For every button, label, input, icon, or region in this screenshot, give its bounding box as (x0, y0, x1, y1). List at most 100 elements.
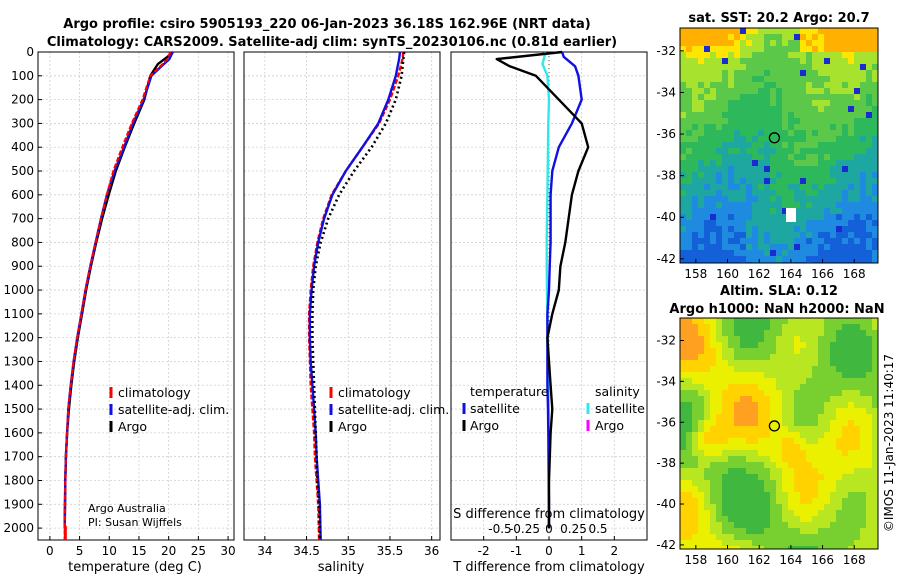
axes-frame (243, 51, 441, 541)
sst-cell (692, 190, 699, 197)
sla-cell (716, 324, 723, 331)
sst-cell (746, 250, 753, 257)
sla-cell (770, 486, 777, 493)
sla-cell (848, 444, 855, 451)
sla-cell (806, 336, 813, 343)
sst-cell (692, 118, 699, 125)
sla-cell (824, 378, 831, 385)
sst-cell (734, 154, 741, 161)
sst-cell (830, 244, 837, 251)
sla-cell (872, 474, 878, 481)
sla-cell (782, 336, 789, 343)
sla-cell (860, 330, 867, 337)
sst-cell (752, 256, 759, 263)
sla-cell (794, 498, 801, 505)
sla-cell (698, 426, 705, 433)
sla-cell (704, 402, 711, 409)
sla-cell (770, 474, 777, 481)
sla-cell (842, 510, 849, 517)
sla-cell (848, 324, 855, 331)
sla-cell (710, 324, 717, 331)
sla-cell (806, 492, 813, 499)
series-argo-salinity (311, 51, 406, 541)
sst-cell (836, 238, 843, 245)
sst-cell (746, 256, 753, 263)
sst-cell (872, 76, 878, 83)
sst-cell (704, 196, 711, 203)
sst-cell (686, 160, 693, 167)
sst-cell (818, 106, 825, 113)
sst-cell (686, 190, 693, 197)
sst-cell (680, 196, 687, 203)
series-climatology-salinity (307, 51, 405, 541)
sla-cell (686, 480, 693, 487)
sla-cell (746, 540, 753, 547)
sla-cell (812, 486, 819, 493)
sst-cell (716, 196, 723, 203)
sla-cell (782, 426, 789, 433)
xtick-label: 0 (545, 544, 553, 558)
sla-cell (758, 384, 765, 391)
sla-cell (812, 450, 819, 457)
sla-cell (788, 360, 795, 367)
sla-cell (788, 486, 795, 493)
sst-cell (734, 76, 741, 83)
sla-cell (800, 468, 807, 475)
sst-cell (728, 112, 735, 119)
sla-cell (830, 504, 837, 511)
sla-cell (848, 528, 855, 535)
sst-cell (740, 82, 747, 89)
sst-cell (812, 112, 819, 119)
sst-cell (686, 202, 693, 209)
sla-cell (854, 414, 861, 421)
sst-cell (704, 142, 711, 149)
sst-cell (848, 220, 855, 227)
sst-cell (812, 64, 819, 71)
sla-cell (788, 426, 795, 433)
sst-cell (740, 172, 747, 179)
sla-cell (860, 504, 867, 511)
sla-cell (716, 378, 723, 385)
sst-cell (866, 226, 873, 233)
sst-cell (758, 76, 765, 83)
sst-cell (842, 34, 849, 41)
sst-cell (770, 118, 777, 125)
sla-cell (734, 348, 741, 355)
sla-cell (776, 342, 783, 349)
sst-cell (782, 202, 789, 209)
sst-cell (698, 82, 705, 89)
sst-cell (722, 106, 729, 113)
sst-cell (728, 136, 735, 143)
sst-cell (734, 172, 741, 179)
sla-cell (764, 480, 771, 487)
sla-cell (782, 498, 789, 505)
sst-cell (716, 76, 723, 83)
temperature-xlabel: temperature (deg C) (68, 560, 202, 575)
sst-cell (722, 256, 729, 263)
sst-cell (770, 142, 777, 149)
sst-cell (836, 100, 843, 107)
sla-cell (734, 438, 741, 445)
sst-cell (866, 208, 873, 215)
sst-cell (806, 106, 813, 113)
sst-cell (686, 58, 693, 65)
legend-label-s-argo: Argo (595, 418, 624, 433)
sst-cell (710, 202, 717, 209)
sst-cell (824, 106, 831, 113)
sla-cell (776, 384, 783, 391)
sst-cell (692, 214, 699, 221)
sst-cell (704, 220, 711, 227)
sla-cell (722, 510, 729, 517)
sst-cell (782, 214, 789, 221)
sst-cell (698, 244, 705, 251)
sla-cell (854, 342, 861, 349)
sla-cell (704, 336, 711, 343)
sla-cell (686, 384, 693, 391)
sst-cell (746, 208, 753, 215)
sst-cell (800, 238, 807, 245)
sst-cell (740, 118, 747, 125)
sst-cell (746, 94, 753, 101)
xtick-label: 34.5 (293, 544, 320, 558)
sla-cell (770, 378, 777, 385)
sla-cell (860, 444, 867, 451)
